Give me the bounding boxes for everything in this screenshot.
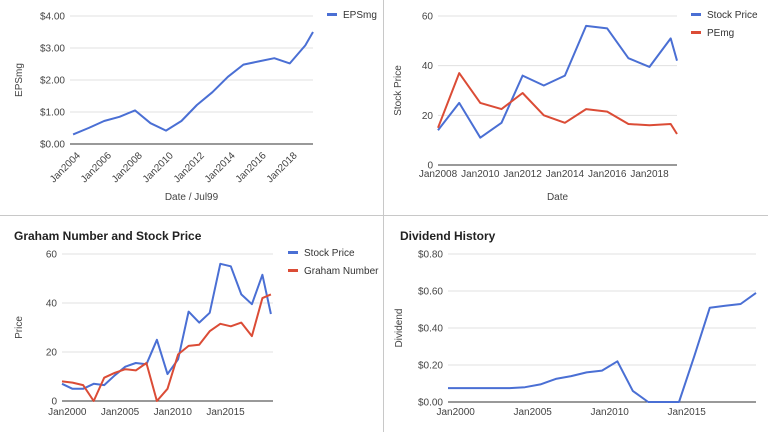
- price-pemg-xtick-label: Jan2008: [419, 169, 458, 180]
- dividend-history-ytick-label: $0.20: [418, 361, 443, 372]
- price-pemg-legend-label-pemg: PEmg: [707, 28, 734, 39]
- graham-number-legend-label-graham-number: Graham Number: [304, 266, 379, 277]
- price-pemg-xtick-label: Jan2012: [503, 169, 542, 180]
- chart-panel-dividend-history: Dividend History $0.00 $0.20 $0.40 $0.60 $0.8…: [386, 218, 768, 432]
- price-pemg-ytick-label: 40: [422, 61, 434, 72]
- epsmg-xtick-label: Jan2016: [234, 150, 269, 185]
- epsmg-ytick-label: $0.00: [40, 140, 65, 151]
- price-pemg-line-stock-price: [437, 24, 678, 139]
- dividend-history-xtick-label: Jan2005: [514, 407, 553, 418]
- dividend-history-xtick-label: Jan2010: [591, 407, 630, 418]
- epsmg-xtick-label: Jan2012: [172, 150, 207, 185]
- chart-panel-price-pemg: Price and PEmg0204060Jan2008Jan2010Jan20…: [386, 0, 768, 214]
- chart-svg-epsmg: EPSmg$0.00$1.00$2.00$3.00$4.00Jan2004Jan…: [14, 10, 377, 203]
- price-pemg-legend-swatch-pemg: [691, 31, 701, 34]
- epsmg-xtick-label: Jan2014: [203, 150, 238, 185]
- panel-divider-horizontal: [0, 215, 768, 216]
- chart-svg-graham-number: Graham Number and Stock Price 0 20 40 60 Jan2…: [14, 229, 379, 418]
- graham-number-legend-swatch-graham-number: [288, 269, 298, 272]
- epsmg-xtick-label: Jan2004: [48, 150, 83, 185]
- dividend-history-ytick-label: $0.60: [418, 287, 443, 298]
- graham-number-xtick-label: Jan2005: [101, 407, 140, 418]
- graham-number-ytick-label: 60: [46, 250, 58, 261]
- chart-svg-price-pemg: Price and PEmg0204060Jan2008Jan2010Jan20…: [393, 10, 758, 203]
- epsmg-xtick-label: Jan2010: [141, 150, 176, 185]
- price-pemg-xtick-label: Jan2014: [546, 169, 585, 180]
- dividend-history-title: Dividend History: [400, 229, 496, 243]
- epsmg-ytick-label: $1.00: [40, 108, 65, 119]
- dividend-history-ytick-label: $0.40: [418, 324, 443, 335]
- dividend-history-ylabel: Dividend: [394, 309, 405, 348]
- epsmg-ytick-label: $2.00: [40, 76, 65, 87]
- graham-number-xtick-label: Jan2015: [206, 407, 245, 418]
- epsmg-xtick-label: Jan2018: [265, 150, 300, 185]
- price-pemg-ytick-label: 20: [422, 111, 434, 122]
- chart-panel-graham-number: Graham Number and Stock Price 0 20 40 60 Jan2…: [0, 218, 382, 432]
- epsmg-line-epsmg: [72, 31, 314, 136]
- dividend-history-ytick-label: $0.80: [418, 250, 443, 261]
- epsmg-ytick-label: $3.00: [40, 44, 65, 55]
- graham-number-ytick-label: 20: [46, 348, 58, 359]
- epsmg-xtick-label: Jan2006: [79, 150, 114, 185]
- price-pemg-legend-label-stock-price: Stock Price: [707, 10, 758, 21]
- graham-number-legend-swatch-stock-price: [288, 251, 298, 254]
- graham-number-xtick-label: Jan2000: [48, 407, 87, 418]
- epsmg-xtick-label: Jan2008: [110, 150, 145, 185]
- chart-svg-dividend-history: Dividend History $0.00 $0.20 $0.40 $0.60 $0.8…: [394, 229, 757, 418]
- graham-number-legend-label-stock-price: Stock Price: [304, 248, 355, 259]
- panel-divider-vertical: [383, 0, 384, 432]
- graham-number-line-graham-number: [61, 293, 272, 402]
- dividend-history-xtick-label: Jan2015: [668, 407, 707, 418]
- price-pemg-ylabel: Stock Price: [393, 65, 404, 116]
- graham-number-xtick-label: Jan2010: [154, 407, 193, 418]
- price-pemg-ytick-label: 60: [422, 12, 434, 23]
- price-pemg-xtick-label: Jan2016: [588, 169, 627, 180]
- dividend-history-ytick-label: $0.00: [418, 398, 443, 409]
- epsmg-xlabel: Date / Jul99: [165, 192, 219, 203]
- epsmg-ytick-label: $4.00: [40, 12, 65, 23]
- epsmg-legend-swatch-epsmg: [327, 13, 337, 16]
- dividend-history-line-series: [448, 292, 757, 403]
- price-pemg-line-pemg: [437, 72, 678, 135]
- price-pemg-xtick-label: Jan2018: [630, 169, 669, 180]
- graham-number-ylabel: Price: [14, 316, 25, 339]
- epsmg-legend-label-epsmg: EPSmg: [343, 10, 377, 21]
- dividend-history-xtick-label: Jan2000: [437, 407, 476, 418]
- graham-number-ytick-label: 40: [46, 299, 58, 310]
- price-pemg-legend-swatch-stock-price: [691, 13, 701, 16]
- chart-panel-epsmg: EPSmg$0.00$1.00$2.00$3.00$4.00Jan2004Jan…: [0, 0, 382, 214]
- graham-number-line-stock-price: [61, 262, 272, 390]
- price-pemg-xlabel: Date: [547, 192, 569, 203]
- price-pemg-xtick-label: Jan2010: [461, 169, 500, 180]
- price-pemg-ytick-label: 0: [427, 161, 433, 172]
- graham-number-ytick-label: 0: [51, 397, 57, 408]
- epsmg-ylabel: EPSmg: [14, 63, 25, 97]
- graham-number-title: Graham Number and Stock Price: [14, 229, 202, 243]
